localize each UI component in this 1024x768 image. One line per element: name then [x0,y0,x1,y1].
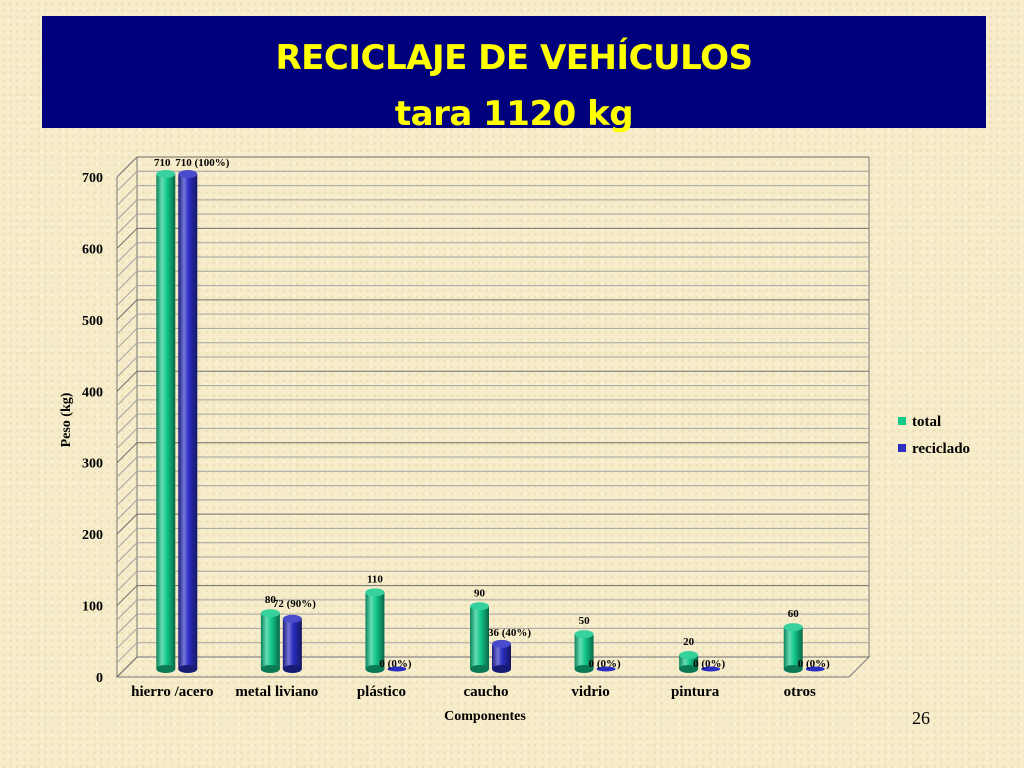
bar-total [260,609,280,673]
gridline-side [116,156,138,178]
x-tick-label: caucho [464,684,509,700]
gridline-side [116,470,138,492]
bar-reciclado [492,639,511,673]
gridline-side [116,313,138,335]
gridline-side [116,570,138,592]
gridline-side [116,413,138,435]
data-label: 80 [265,594,277,606]
legend-label: reciclado [912,441,970,457]
x-tick-label: otros [784,684,816,700]
data-label: 36 (40%) [488,627,531,639]
legend-label: total [912,414,941,430]
gridline-side [116,556,138,578]
gridline-side [116,256,138,278]
x-tick-label: pintura [671,684,720,700]
gridline-side [116,499,138,521]
gridline-side [116,385,138,406]
gridline-side [116,599,138,621]
data-label: 0 (0%) [379,658,411,670]
gridline-side [116,513,138,535]
bar-total [679,651,699,673]
bar-total [783,623,803,673]
gridline-side [116,270,138,292]
title-banner: RECICLAJE DE VEHÍCULOS tara 1120 kg [42,16,986,134]
gridline-side [116,656,138,678]
slide-subtitle: tara 1120 kg [394,94,634,134]
x-tick-label: metal liviano [235,684,318,700]
y-tick-label: 0 [96,671,103,686]
gridline-side [116,628,138,649]
y-tick-label: 300 [82,457,103,472]
y-tick-label: 600 [82,242,103,257]
legend-swatch [898,444,906,452]
gridline-side [116,442,138,464]
bar-total [574,630,594,673]
y-axis-label: Peso (kg) [59,392,74,447]
legend-swatch [898,417,906,425]
data-label: 110 [367,573,383,585]
gridline-side [116,342,138,364]
slide-title: RECICLAJE DE VEHÍCULOS [275,38,754,78]
gridline-side [116,299,138,321]
bar-total [156,170,176,673]
bar-reciclado [178,170,198,673]
data-label: 0 (0%) [589,658,621,670]
gridline-side [116,228,138,249]
y-tick-label: 700 [82,171,103,186]
y-tick-label: 200 [82,528,103,543]
gridline-side [116,170,138,192]
x-tick-label: vidrio [571,684,609,700]
gridline-side [116,542,138,564]
bar-reciclado [701,666,721,672]
gridline-side [116,328,138,349]
bar-reciclado [387,666,407,672]
x-tick-label: hierro /acero [131,684,213,700]
data-label: 710 [154,157,171,169]
data-label: 0 (0%) [798,658,830,670]
bar-reciclado [282,614,302,673]
y-tick-label: 100 [82,600,103,615]
data-label: 72 (90%) [273,598,316,610]
bar-reciclado [596,666,616,672]
gridline-side [116,528,138,549]
slide-number: 26 [912,708,930,728]
x-tick-label: plástico [357,684,406,700]
data-label: 50 [579,615,591,627]
gridline-side [116,456,138,478]
gridline-side [116,242,138,264]
data-label: 710 (100%) [175,157,229,169]
gridline-side [116,485,138,506]
gridline-side [116,370,138,392]
data-label: 0 (0%) [693,658,725,670]
data-label: 90 [474,587,486,599]
gridline-side [116,285,138,306]
bar-reciclado [805,666,825,672]
gridline-side [116,185,138,206]
x-axis-label: Componentes [444,709,526,724]
gridline-side [116,613,138,635]
gridline-side [116,585,138,606]
y-tick-label: 500 [82,314,103,329]
bar-total [470,602,489,673]
data-label: 60 [788,608,800,620]
bars [156,170,825,673]
bar-total [365,588,385,673]
y-tick-labels: 0 100 200 300 400 500 600 700 [82,171,103,686]
gridline-side [116,428,138,449]
gridline-side [116,642,138,664]
gridline-side [116,356,138,378]
gridline-side [116,199,138,221]
data-label: 20 [683,636,695,648]
legend: total reciclado [898,414,970,457]
plot-back-wall [136,156,870,658]
x-tick-labels: hierro /acero metal liviano plástico caucho… [131,684,816,700]
plot-grid [115,156,871,678]
gridline-side [116,213,138,235]
y-tick-label: 400 [82,385,103,400]
gridline-side [116,399,138,421]
